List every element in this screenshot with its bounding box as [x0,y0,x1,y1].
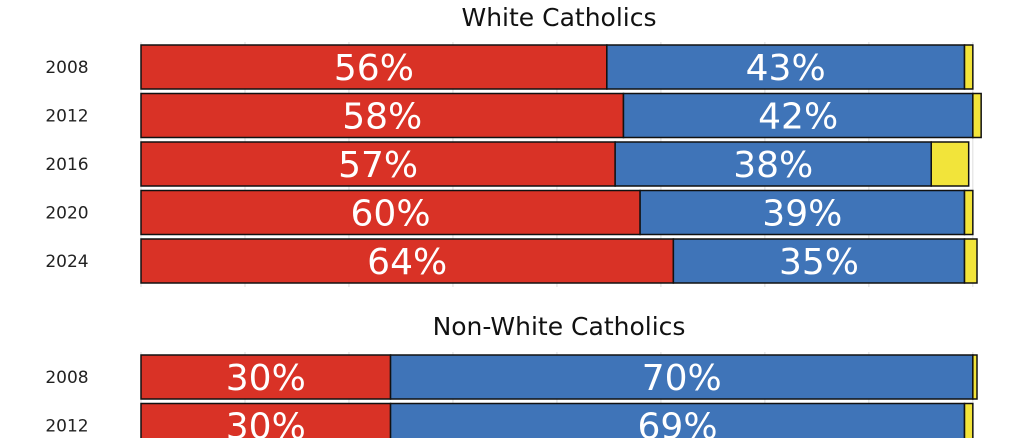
data-label: 39% [762,194,842,235]
year-label: 2008 [45,58,88,78]
data-label: 69% [638,407,718,438]
bar-segment [963,189,974,236]
data-label: 30% [226,407,306,438]
year-label: 2012 [45,417,88,437]
bar-segment [639,189,966,236]
data-label: 38% [733,145,813,186]
panel-white-catholics: White Catholics 2008 56% 43% 2012 58% 42% 2016 5… [45,3,982,287]
data-label: 57% [338,145,418,186]
bar-segment [963,44,974,90]
data-label: 42% [758,97,838,138]
bar-segment [140,92,625,139]
chart-title: Non-White Catholics [433,312,686,341]
bar-segment [972,354,978,400]
data-label: 64% [367,242,447,283]
bar-segment [963,238,978,284]
bar-segment [672,238,966,284]
year-label: 2012 [45,107,88,127]
bar-segment [930,141,970,187]
year-label: 2020 [45,204,88,224]
data-label: 58% [342,97,422,138]
data-label: 56% [334,48,414,89]
bar-segment [963,402,974,438]
panel-non-white-catholics: Non-White Catholics 2008 30% 70% 2012 30% 69% [45,312,978,438]
data-label: 60% [351,194,431,235]
bar-segment [140,238,675,284]
bar-segment [614,141,932,187]
data-label: 43% [746,48,826,89]
bar-segment [606,44,966,90]
year-label: 2024 [45,252,88,272]
data-label: 30% [226,358,306,399]
bar-segment [972,92,982,139]
data-label: 70% [642,358,722,399]
bar-segment [389,354,974,400]
chart-title: White Catholics [461,3,656,32]
data-label: 35% [779,242,859,283]
bar-segment [140,141,616,187]
bar-segment [622,92,974,139]
bar-segment [140,402,392,438]
bar-segment [140,189,641,236]
year-label: 2016 [45,155,88,175]
bar-segment [389,402,966,438]
year-label: 2008 [45,368,88,388]
